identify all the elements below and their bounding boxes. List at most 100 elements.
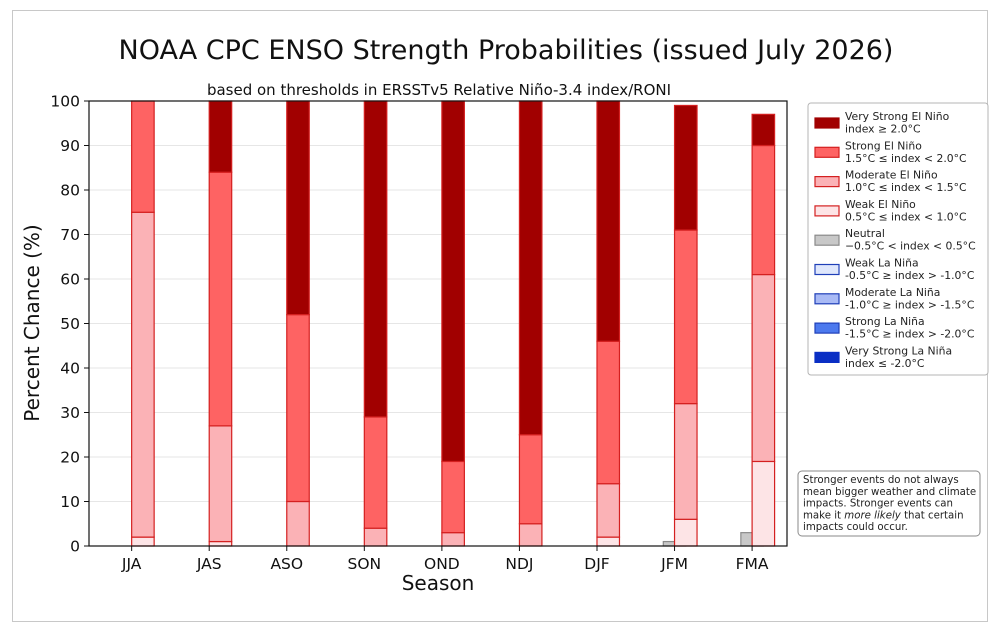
legend-range: 1.0°C ≤ index < 1.5°C [845, 181, 967, 194]
el-nino-bar-jfm-weak-el-ni-o [673, 518, 698, 547]
y-tick-label: 30 [60, 404, 80, 422]
note-text-span: impacts could occur. [803, 522, 908, 533]
el-nino-bar-djf-strong-el-ni-o [596, 340, 621, 485]
el-nino-bar-aso-very-strong-el-ni-o [286, 100, 310, 316]
note-text-span: mean bigger weather and climate [803, 487, 976, 498]
el-nino-bar-fma-strong-el-ni-o [751, 144, 776, 276]
x-tick-label: ASO [270, 555, 303, 573]
y-tick-label: 20 [60, 449, 80, 467]
el-nino-bar-ndj-moderate-el-ni-o [518, 523, 543, 547]
legend-swatch [814, 146, 840, 158]
legend-range: index ≤ -2.0°C [845, 357, 924, 370]
legend-swatch [814, 351, 840, 363]
x-tick-label: FMA [736, 555, 769, 573]
y-tick-label: 70 [60, 226, 80, 244]
x-tick-label: JAS [196, 555, 222, 573]
el-nino-bar-aso-strong-el-ni-o [286, 314, 310, 503]
note-line: make it more likely that certain [803, 510, 964, 521]
el-nino-bar-jfm-strong-el-ni-o [673, 229, 698, 405]
note-line: impacts could occur. [803, 522, 908, 533]
legend-swatch [814, 117, 840, 129]
legend-label: Neutral [845, 227, 885, 240]
el-nino-bar-jas-weak-el-ni-o [208, 540, 233, 547]
legend-range: -1.5°C ≥ index > -2.0°C [845, 328, 974, 341]
enso-probability-chart: NOAA CPC ENSO Strength Probabilities (is… [20, 35, 989, 595]
legend-range: 1.5°C ≤ index < 2.0°C [845, 152, 967, 165]
chart-title: NOAA CPC ENSO Strength Probabilities (is… [119, 35, 894, 66]
chart-subtitle: based on thresholds in ERSSTv5 Relative … [207, 81, 671, 99]
legend-label: Very Strong El Niño [845, 110, 950, 123]
note-text-span: make it [803, 510, 844, 521]
legend-swatch [814, 263, 840, 276]
note-line: impacts. Stronger events can [803, 499, 953, 510]
figure-frame: NOAA CPC ENSO Strength Probabilities (is… [12, 10, 989, 622]
el-nino-bar-jja-weak-el-ni-o [131, 536, 155, 547]
legend-label: Strong El Niño [845, 139, 922, 152]
legend-swatch [814, 322, 840, 334]
el-nino-bar-jas-strong-el-ni-o [208, 171, 233, 427]
el-nino-bar-jja-moderate-el-ni-o [131, 211, 155, 538]
legend-range: -1.0°C ≥ index > -1.5°C [845, 298, 974, 311]
legend-swatch [814, 176, 840, 188]
legend-box [807, 102, 989, 376]
y-tick-label: 100 [50, 93, 80, 111]
el-nino-bar-ond-moderate-el-ni-o [441, 532, 465, 547]
legend-label: Weak El Niño [845, 198, 916, 211]
y-axis-label: Percent Chance (%) [20, 224, 44, 421]
el-nino-bar-ond-very-strong-el-ni-o [441, 100, 465, 463]
legend-swatch [814, 234, 840, 246]
x-tick-label: NDJ [505, 555, 533, 573]
x-tick-label: JFM [660, 555, 688, 573]
note-text-span: Stronger events do not always [803, 475, 959, 486]
y-tick-label: 80 [60, 182, 80, 200]
el-nino-bar-jfm-moderate-el-ni-o [673, 403, 698, 520]
legend-label: Strong La Niña [845, 315, 925, 328]
x-tick-label: OND [424, 555, 460, 573]
y-tick-label: 0 [70, 538, 80, 556]
el-nino-bar-djf-moderate-el-ni-o [596, 483, 621, 538]
el-nino-bar-djf-weak-el-ni-o [596, 536, 621, 547]
y-axis-ticks: 0 10 20 30 40 50 60 70 80 90 100 [50, 93, 89, 556]
el-nino-bar-djf-very-strong-el-ni-o [596, 100, 621, 342]
legend-range: 0.5°C ≤ index < 1.0°C [845, 210, 967, 223]
legend-range: −0.5°C < index < 0.5°C [845, 240, 976, 253]
el-nino-bar-jfm-very-strong-el-ni-o [673, 104, 698, 231]
legend-label: Moderate La Niña [845, 286, 940, 299]
y-tick-label: 10 [60, 493, 80, 511]
legend-range: -0.5°C ≥ index > -1.0°C [845, 269, 974, 282]
el-nino-bar-aso-moderate-el-ni-o [286, 500, 310, 547]
note-text-span: that certain [901, 510, 964, 521]
note-box [797, 470, 981, 537]
legend-swatch [814, 205, 840, 217]
el-nino-bar-fma-very-strong-el-ni-o [751, 113, 776, 147]
el-nino-bar-fma-weak-el-ni-o [751, 460, 776, 547]
note-line: Stronger events do not always [803, 475, 959, 486]
legend-label: Weak La Niña [845, 257, 919, 270]
y-tick-label: 50 [60, 315, 80, 333]
x-tick-label: SON [348, 555, 382, 573]
el-nino-bar-son-strong-el-ni-o [363, 416, 388, 529]
el-nino-bar-fma-moderate-el-ni-o [751, 273, 776, 463]
el-nino-bar-ond-strong-el-ni-o [441, 460, 465, 534]
x-axis-ticks: JJA JAS ASO SON OND NDJ DJF JFM FMA [121, 546, 769, 573]
el-nino-bar-ndj-very-strong-el-ni-o [518, 100, 543, 436]
x-axis-label: Season [402, 571, 475, 595]
y-tick-label: 90 [60, 137, 80, 155]
x-tick-label: DJF [584, 555, 610, 573]
legend-label: Very Strong La Niña [845, 344, 952, 357]
legend-range: index ≥ 2.0°C [845, 123, 921, 136]
y-tick-label: 40 [60, 360, 80, 378]
el-nino-bar-son-very-strong-el-ni-o [363, 100, 388, 418]
y-tick-label: 60 [60, 271, 80, 289]
legend-swatch [814, 293, 840, 305]
el-nino-bar-jja-strong-el-ni-o [131, 100, 155, 213]
bar-stacks [131, 100, 776, 547]
legend-label: Moderate El Niño [845, 169, 938, 182]
el-nino-bar-jas-moderate-el-ni-o [208, 425, 233, 543]
x-tick-label: JJA [121, 555, 142, 573]
note-emphasis: more likely [844, 510, 902, 521]
el-nino-bar-jas-very-strong-el-ni-o [208, 100, 233, 173]
el-nino-bar-ndj-strong-el-ni-o [518, 434, 543, 525]
note-text-span: impacts. Stronger events can [803, 499, 953, 510]
